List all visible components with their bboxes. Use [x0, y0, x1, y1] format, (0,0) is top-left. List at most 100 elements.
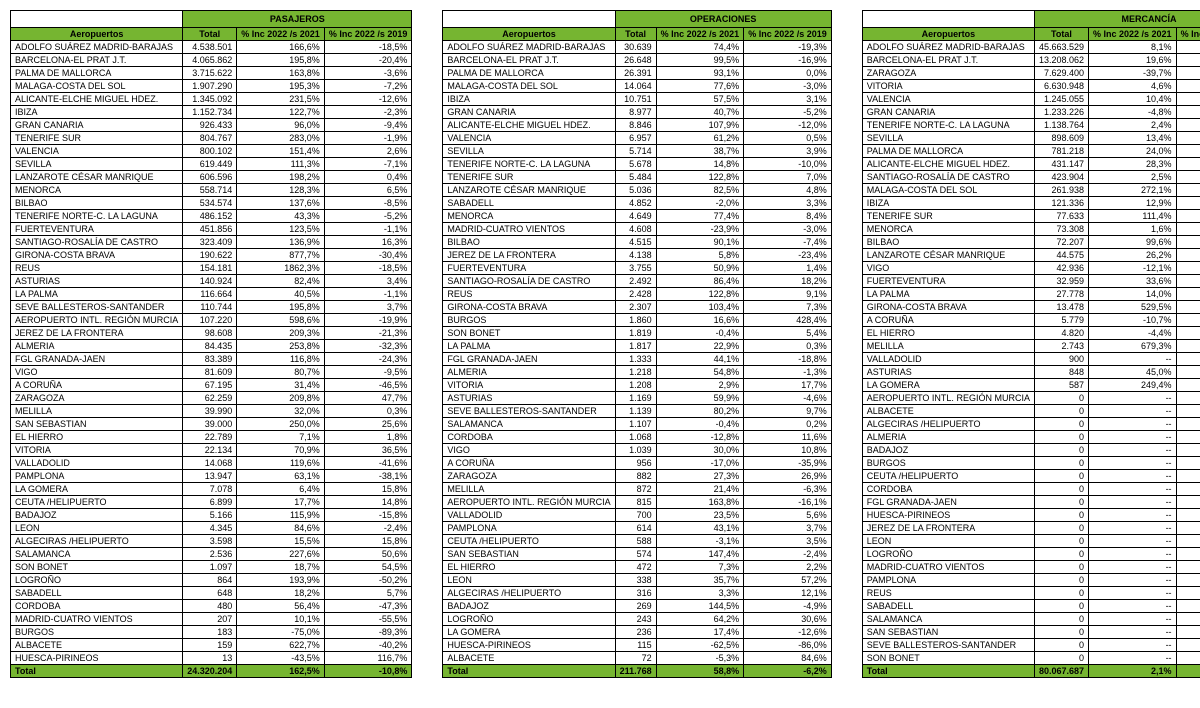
airport-name: AEROPUERTO INTL. REGIÓN MURCIA [11, 314, 183, 327]
total-value: 956 [615, 457, 656, 470]
pct19-value: -16,6% [1176, 184, 1200, 197]
total-value: 588 [615, 535, 656, 548]
pct21-value: 5,8% [656, 249, 744, 262]
total-header: Total [1034, 28, 1088, 41]
total-value: 0 [1034, 509, 1088, 522]
total-value: 110.744 [183, 301, 237, 314]
pct21-header: % Inc 2022 /s 2021 [237, 28, 325, 41]
table-row: REUS0---- [862, 587, 1200, 600]
total-value: 898.609 [1034, 132, 1088, 145]
pct19-value: -- [1176, 392, 1200, 405]
airport-name: SAN SEBASTIAN [11, 418, 183, 431]
table-row: PALMA DE MALLORCA26.39193,1%0,0% [443, 67, 831, 80]
airport-name: MALAGA-COSTA DEL SOL [443, 80, 615, 93]
pct19-value: 1,8% [324, 431, 412, 444]
pct21-value: -- [1089, 587, 1177, 600]
airport-name: EL HIERRO [443, 561, 615, 574]
table-row: PAMPLONA0---100,0% [862, 574, 1200, 587]
airport-name: PALMA DE MALLORCA [11, 67, 183, 80]
pct19-value: -5,2% [744, 106, 832, 119]
airport-name: LA GOMERA [443, 626, 615, 639]
table-row: BARCELONA-EL PRAT J.T.4.065.862195,8%-20… [11, 54, 412, 67]
total-value: 451.856 [183, 223, 237, 236]
pct21-value: 111,4% [1089, 210, 1177, 223]
total-value: 98.608 [183, 327, 237, 340]
total-value: 0 [1034, 392, 1088, 405]
pct21-header: % Inc 2022 /s 2021 [656, 28, 744, 41]
table-row: ADOLFO SUÁREZ MADRID-BARAJAS45.663.5298,… [862, 41, 1200, 54]
pct19-value: -- [1176, 405, 1200, 418]
table-row: CORDOBA1.068-12,8%11,6% [443, 431, 831, 444]
table-row: MELILLA2.743679,3%-72,8% [862, 340, 1200, 353]
pct21-value: -- [1089, 548, 1177, 561]
pct21-value: 111,3% [237, 158, 325, 171]
table-row: AEROPUERTO INTL. REGIÓN MURCIA815163,8%-… [443, 496, 831, 509]
pct21-value: 22,9% [656, 340, 744, 353]
total-value: 115 [615, 639, 656, 652]
total-value: 1.819 [615, 327, 656, 340]
airport-name: FUERTEVENTURA [862, 275, 1034, 288]
airport-name: ALGECIRAS /HELIPUERTO [11, 535, 183, 548]
airport-name: SALAMANCA [862, 613, 1034, 626]
pct21-value: 529,5% [1089, 301, 1177, 314]
total-value: 4.608 [615, 223, 656, 236]
pct19-value: 8,4% [744, 210, 832, 223]
total-value: 700 [615, 509, 656, 522]
pct21-value: 40,5% [237, 288, 325, 301]
table-row: LANZAROTE CÉSAR MANRIQUE606.596198,2%0,4… [11, 171, 412, 184]
airport-name: SEVE BALLESTEROS-SANTANDER [862, 639, 1034, 652]
pct19-value: -100,0% [1176, 574, 1200, 587]
pct21-value: 151,4% [237, 145, 325, 158]
airport-name: SABADELL [862, 600, 1034, 613]
total-value: 534.574 [183, 197, 237, 210]
total-value: 10.751 [615, 93, 656, 106]
pct19-value: -12,6% [324, 93, 412, 106]
pct21-value: 119,6% [237, 457, 325, 470]
pct19-value: -37,7% [1176, 275, 1200, 288]
total-value: 2.307 [615, 301, 656, 314]
pct21-value: 43,3% [237, 210, 325, 223]
total-value: 1.138.764 [1034, 119, 1088, 132]
total-value: 77.633 [1034, 210, 1088, 223]
airport-name: SON BONET [443, 327, 615, 340]
pct21-value: 115,9% [237, 509, 325, 522]
pct21-value: 10,4% [1089, 93, 1177, 106]
pct19-value: -40,2% [324, 639, 412, 652]
airport-name: LA PALMA [862, 288, 1034, 301]
pct21-value: 12,9% [1089, 197, 1177, 210]
total-value: 0 [1034, 626, 1088, 639]
airport-name: VALLADOLID [862, 353, 1034, 366]
pct19-value: -55,5% [324, 613, 412, 626]
table-row: MALAGA-COSTA DEL SOL1.907.290195,3%-7,2% [11, 80, 412, 93]
total-value: 0 [1034, 457, 1088, 470]
pct19-value: 50,4% [1176, 262, 1200, 275]
table-row: TENERIFE SUR804.767283,0%-1,9% [11, 132, 412, 145]
pct21-value: 96,0% [237, 119, 325, 132]
airport-name: ZARAGOZA [443, 470, 615, 483]
total-value: 882 [615, 470, 656, 483]
total-value: 4.138 [615, 249, 656, 262]
airport-name: FGL GRANADA-JAEN [862, 496, 1034, 509]
table-row: LA GOMERA23617,4%-12,6% [443, 626, 831, 639]
total-value: 26.648 [615, 54, 656, 67]
pct21-value: 28,3% [1089, 158, 1177, 171]
table-row: CEUTA /HELIPUERTO0---- [862, 470, 1200, 483]
pct21-value: 80,7% [237, 366, 325, 379]
total-value: 781.218 [1034, 145, 1088, 158]
airport-name: IBIZA [862, 197, 1034, 210]
airport-name: ZARAGOZA [11, 392, 183, 405]
airport-name: ALICANTE-ELCHE MIGUEL HDEZ. [11, 93, 183, 106]
pct21-value: 147,4% [656, 548, 744, 561]
total-value: 423.904 [1034, 171, 1088, 184]
total-value: 2.492 [615, 275, 656, 288]
table-row: ALICANTE-ELCHE MIGUEL HDEZ.431.14728,3%3… [862, 158, 1200, 171]
table-row: HUESCA-PIRINEOS13-43,5%116,7% [11, 652, 412, 665]
airport-header: Aeropuertos [11, 28, 183, 41]
pct21-value: 27,3% [656, 470, 744, 483]
pct21-value: 144,5% [656, 600, 744, 613]
pct19-value: 1,6% [1176, 236, 1200, 249]
pct19-value: -7,4% [744, 236, 832, 249]
table-row: ASTURIAS1.16959,9%-4,6% [443, 392, 831, 405]
pct19-value: 116,7% [324, 652, 412, 665]
pct19-value: -21,3% [324, 327, 412, 340]
